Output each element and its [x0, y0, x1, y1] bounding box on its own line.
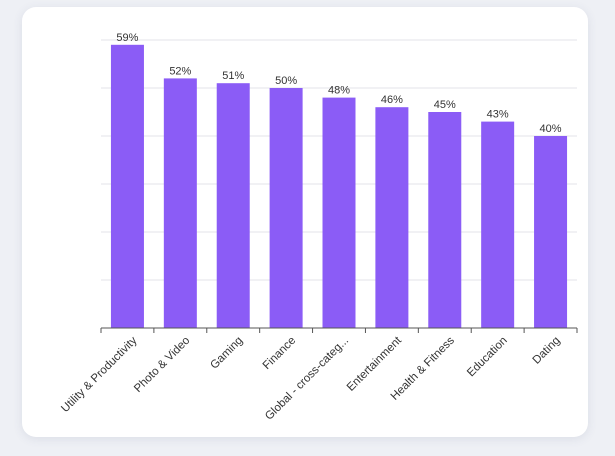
- category-label: Finance: [261, 335, 298, 372]
- value-label: 43%: [487, 109, 509, 121]
- category-label: Utility & Productivity: [59, 334, 140, 415]
- value-label: 51%: [222, 70, 244, 82]
- bars: [110, 44, 568, 329]
- category-label: Education: [465, 335, 510, 380]
- value-label: 45%: [434, 99, 456, 111]
- bar[interactable]: [110, 44, 144, 329]
- value-label: 50%: [275, 75, 297, 87]
- bar-chart: 59% 52% 51% 50% 48% 46% 45% 43% 40% Utility & Pr…: [59, 32, 578, 423]
- bar[interactable]: [269, 88, 303, 328]
- value-label: 59%: [116, 32, 138, 44]
- value-label: 52%: [169, 65, 191, 77]
- category-label: Entertainment: [345, 334, 405, 394]
- bar[interactable]: [163, 78, 197, 329]
- bar[interactable]: [375, 107, 409, 328]
- bar[interactable]: [428, 112, 462, 328]
- value-labels: 59% 52% 51% 50% 48% 46% 45% 43% 40%: [116, 32, 561, 135]
- x-axis: [100, 327, 578, 333]
- category-label: Photo & Video: [132, 335, 192, 395]
- category-label: Dating: [531, 335, 563, 367]
- bar[interactable]: [216, 83, 250, 328]
- category-label: Gaming: [208, 335, 245, 372]
- chart-card: 59% 52% 51% 50% 48% 46% 45% 43% 40% Utility & Pr…: [22, 7, 588, 437]
- value-label: 48%: [328, 85, 350, 97]
- bar[interactable]: [534, 136, 568, 328]
- bar[interactable]: [322, 97, 356, 328]
- value-label: 40%: [540, 123, 562, 135]
- bar[interactable]: [481, 121, 515, 328]
- value-label: 46%: [381, 94, 403, 106]
